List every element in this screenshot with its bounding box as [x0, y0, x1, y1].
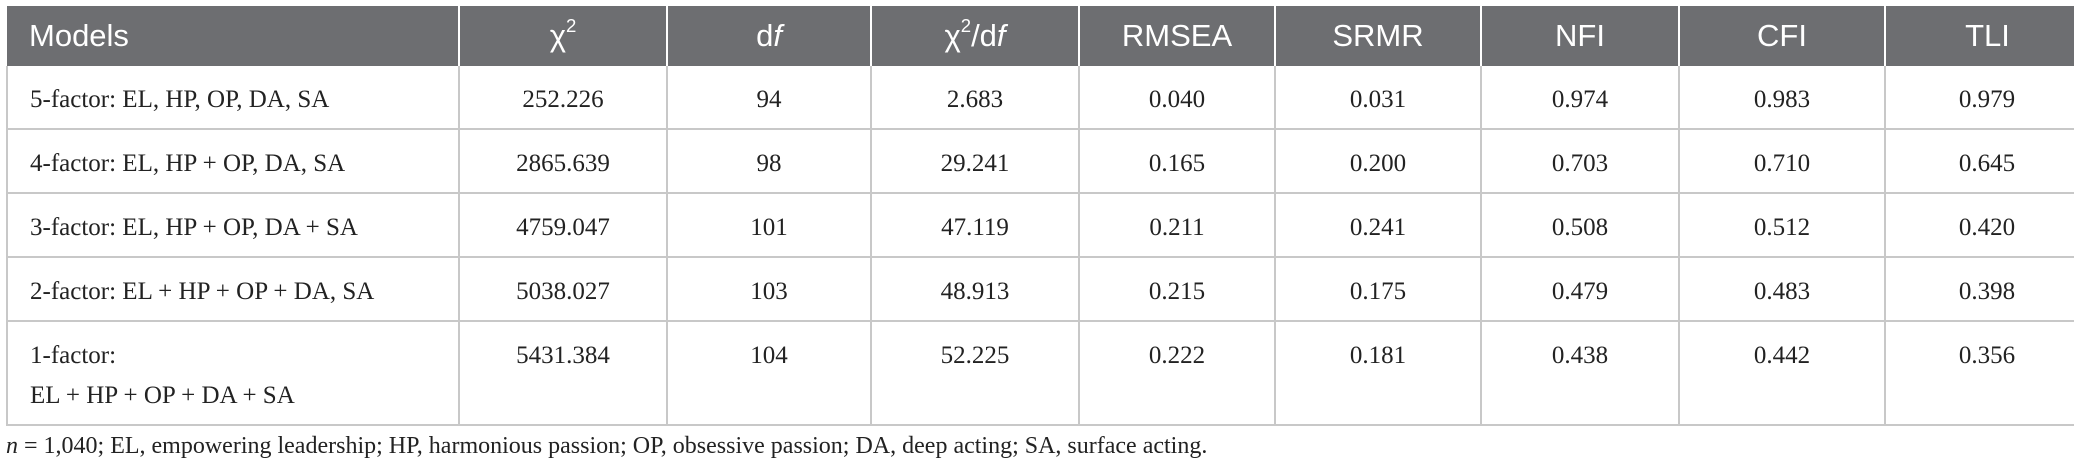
cell-chi2: 252.226 — [459, 66, 668, 130]
footnote-text: = 1,040; EL, empowering leadership; HP, … — [18, 433, 1208, 459]
cell-rmsea: 0.040 — [1079, 66, 1276, 130]
cell-chi2df: 48.913 — [871, 257, 1080, 322]
cell-tli: 0.645 — [1885, 129, 2074, 194]
cell-chi2df: 29.241 — [871, 129, 1080, 194]
header-chi2-superscript: 2 — [565, 15, 577, 37]
header-srmr: SRMR — [1275, 6, 1482, 66]
cell-tli: 0.356 — [1885, 321, 2074, 426]
cell-nfi: 0.479 — [1481, 257, 1680, 322]
header-chi2df-symbol: χ — [944, 18, 961, 53]
header-rmsea: RMSEA — [1079, 6, 1276, 66]
cell-tli: 0.420 — [1885, 193, 2074, 258]
cell-tli: 0.398 — [1885, 257, 2074, 322]
header-df-prefix: d — [756, 18, 774, 53]
header-rmsea-label: RMSEA — [1121, 18, 1233, 53]
table-row: 2-factor: EL + HP + OP + DA, SA 5038.027… — [6, 257, 2074, 322]
header-chi2df-superscript: 2 — [960, 15, 972, 37]
cell-chi2: 2865.639 — [459, 129, 668, 194]
header-models-label: Models — [29, 18, 129, 53]
cell-nfi: 0.508 — [1481, 193, 1680, 258]
cell-srmr: 0.181 — [1275, 321, 1482, 426]
table-container: Models χ2 df χ2/df RMSEA SRMR NFI CFI TL… — [6, 6, 2074, 426]
header-chi2df-italic: f — [996, 18, 1006, 53]
cell-df: 104 — [667, 321, 872, 426]
cell-chi2: 5431.384 — [459, 321, 668, 426]
cell-srmr: 0.175 — [1275, 257, 1482, 322]
cell-cfi: 0.442 — [1679, 321, 1886, 426]
cell-cfi: 0.512 — [1679, 193, 1886, 258]
table-body: 5-factor: EL, HP, OP, DA, SA 252.226 94 … — [6, 66, 2074, 426]
cell-nfi: 0.974 — [1481, 66, 1680, 130]
header-srmr-label: SRMR — [1332, 18, 1424, 53]
header-chi2-symbol: χ — [549, 18, 566, 53]
model-fit-table: Models χ2 df χ2/df RMSEA SRMR NFI CFI TL… — [6, 6, 2074, 426]
cell-model: 5-factor: EL, HP, OP, DA, SA — [6, 66, 460, 130]
header-nfi-label: NFI — [1555, 18, 1605, 53]
cell-chi2df: 52.225 — [871, 321, 1080, 426]
cell-cfi: 0.710 — [1679, 129, 1886, 194]
cell-model: 1-factor: EL + HP + OP + DA + SA — [6, 321, 460, 426]
cell-srmr: 0.031 — [1275, 66, 1482, 130]
header-nfi: NFI — [1481, 6, 1680, 66]
table-row: 5-factor: EL, HP, OP, DA, SA 252.226 94 … — [6, 66, 2074, 130]
header-chi2-df: χ2/df — [871, 6, 1080, 66]
cell-rmsea: 0.222 — [1079, 321, 1276, 426]
header-chi2: χ2 — [459, 6, 668, 66]
cell-model: 2-factor: EL + HP + OP + DA, SA — [6, 257, 460, 322]
cell-model: 4-factor: EL, HP + OP, DA, SA — [6, 129, 460, 194]
cell-nfi: 0.703 — [1481, 129, 1680, 194]
cell-cfi: 0.983 — [1679, 66, 1886, 130]
cell-rmsea: 0.165 — [1079, 129, 1276, 194]
footnote-n: n — [6, 433, 18, 459]
table-row: 4-factor: EL, HP + OP, DA, SA 2865.639 9… — [6, 129, 2074, 194]
cell-tli: 0.979 — [1885, 66, 2074, 130]
cell-srmr: 0.200 — [1275, 129, 1482, 194]
header-chi2df-mid: /d — [971, 18, 997, 53]
table-footnote: n = 1,040; EL, empowering leadership; HP… — [6, 433, 1207, 460]
header-df: df — [667, 6, 872, 66]
header-models: Models — [7, 6, 460, 66]
table-row: 3-factor: EL, HP + OP, DA + SA 4759.047 … — [6, 193, 2074, 258]
cell-chi2df: 47.119 — [871, 193, 1080, 258]
cell-model-line1: 1-factor: — [30, 342, 117, 369]
header-row: Models χ2 df χ2/df RMSEA SRMR NFI CFI TL… — [7, 6, 2074, 66]
cell-rmsea: 0.215 — [1079, 257, 1276, 322]
cell-chi2df: 2.683 — [871, 66, 1080, 130]
cell-df: 101 — [667, 193, 872, 258]
cell-model: 3-factor: EL, HP + OP, DA + SA — [6, 193, 460, 258]
cell-df: 94 — [667, 66, 872, 130]
table-row: 1-factor: EL + HP + OP + DA + SA 5431.384… — [6, 321, 2074, 426]
header-df-italic: f — [773, 18, 782, 53]
cell-rmsea: 0.211 — [1079, 193, 1276, 258]
table-header: Models χ2 df χ2/df RMSEA SRMR NFI CFI TL… — [7, 6, 2074, 66]
header-cfi-label: CFI — [1757, 18, 1807, 53]
cell-cfi: 0.483 — [1679, 257, 1886, 322]
cell-nfi: 0.438 — [1481, 321, 1680, 426]
header-tli-label: TLI — [1965, 18, 2010, 53]
cell-chi2: 4759.047 — [459, 193, 668, 258]
cell-chi2: 5038.027 — [459, 257, 668, 322]
cell-df: 103 — [667, 257, 872, 322]
cell-model-line2: EL + HP + OP + DA + SA — [30, 382, 295, 409]
cell-df: 98 — [667, 129, 872, 194]
cell-srmr: 0.241 — [1275, 193, 1482, 258]
header-cfi: CFI — [1679, 6, 1886, 66]
header-tli: TLI — [1885, 6, 2074, 66]
